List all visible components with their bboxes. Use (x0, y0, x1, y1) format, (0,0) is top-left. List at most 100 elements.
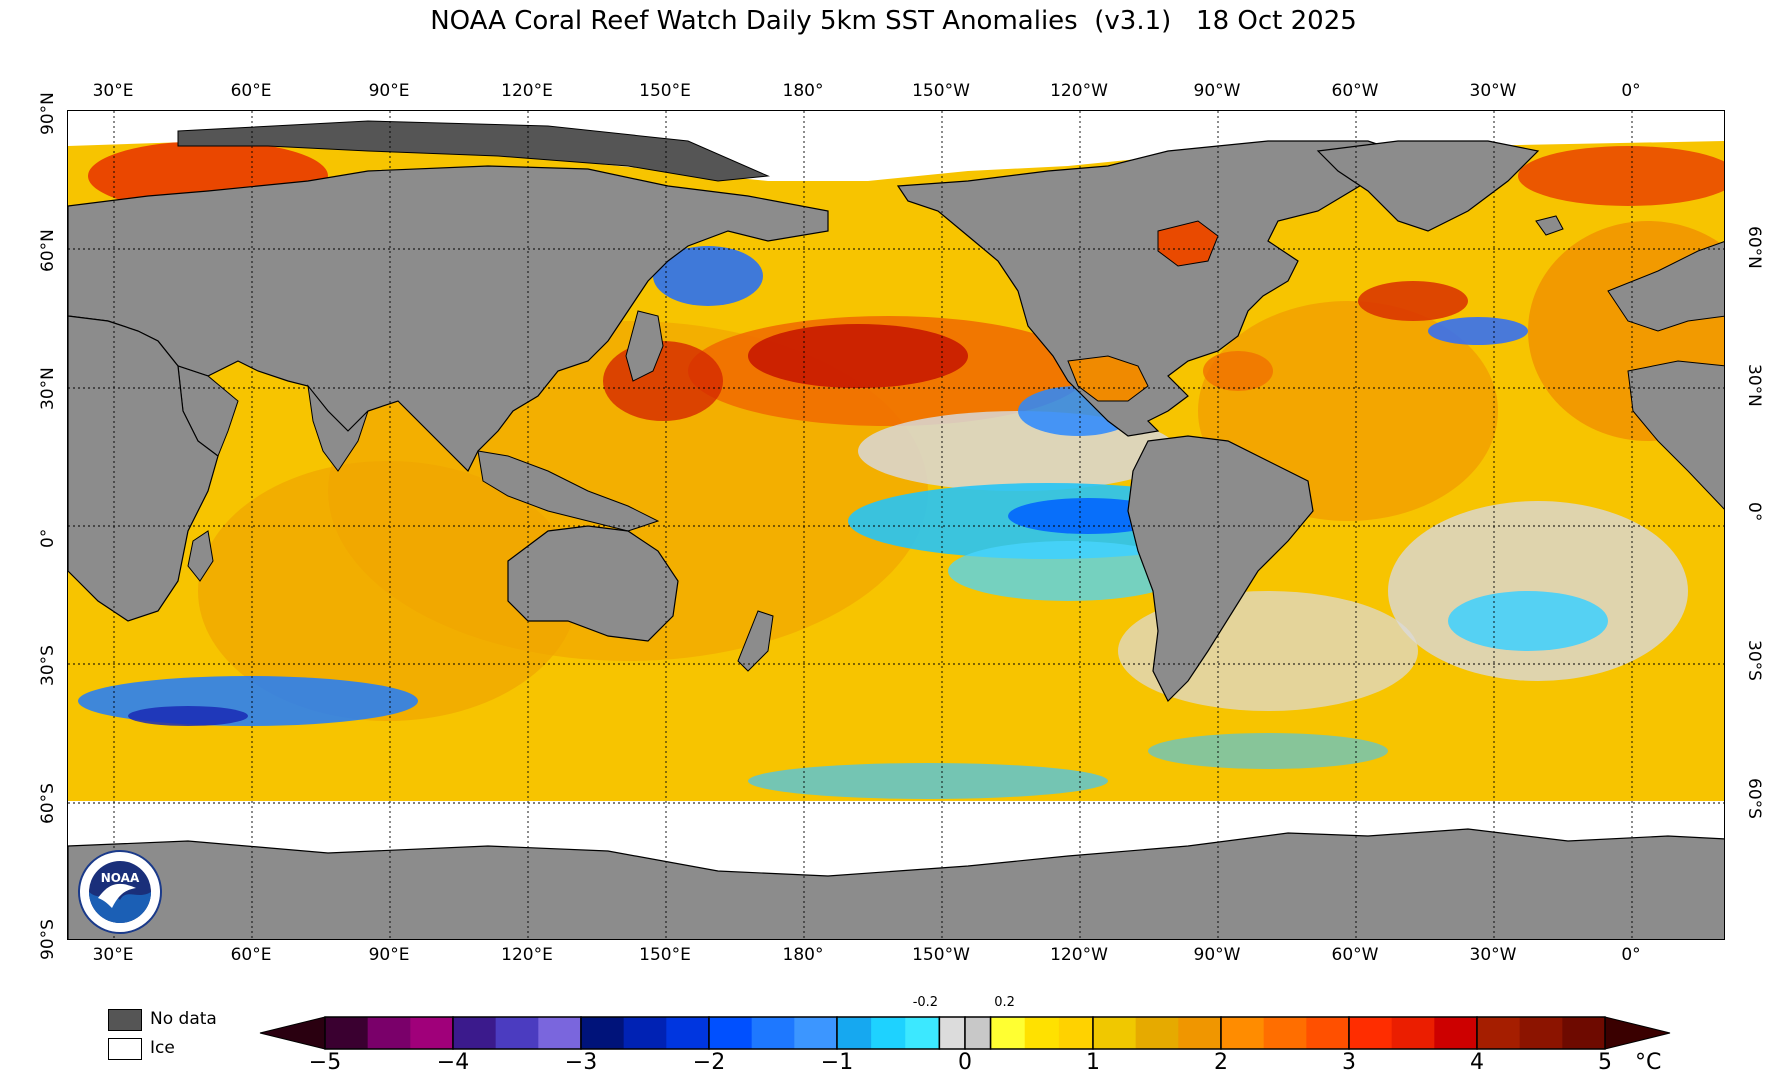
top-lon-label: 60°W (1331, 81, 1379, 101)
left-lat-label: 90°S (38, 919, 58, 960)
colorbar-unit-label: °C (1635, 1050, 1662, 1075)
colorbar-segment (871, 1017, 906, 1049)
africa (68, 315, 219, 622)
right-lat-label: 30°S (1744, 640, 1764, 681)
india (307, 384, 369, 472)
bottom-lon-label: 180° (782, 945, 824, 965)
colorbar-segment (709, 1017, 753, 1049)
right-lat-label: 60°S (1744, 778, 1764, 819)
colorbar (259, 1016, 1671, 1050)
top-lon-label: 90°E (368, 81, 410, 101)
colorbar-small-label: -0.2 (912, 995, 939, 1010)
colorbar-segment (1024, 1017, 1060, 1049)
cold-band-drake-passage (1148, 733, 1388, 769)
colorbar-tick-label: −2 (692, 1050, 726, 1075)
west-africa (1627, 360, 1724, 510)
colorbar-tick-label: −4 (436, 1050, 470, 1075)
colorbar-small-label: 0.2 (994, 995, 1015, 1010)
new-zealand (737, 610, 774, 672)
left-lat-label: 0° (38, 528, 58, 548)
colorbar-segment (1178, 1017, 1222, 1049)
colorbar-segment (1093, 1017, 1137, 1049)
colorbar-tick-label: 4 (1470, 1050, 1484, 1075)
right-lat-label: 0° (1744, 502, 1764, 522)
top-lon-label: 60°E (230, 81, 272, 101)
colorbar-tick-label: −5 (308, 1050, 342, 1075)
colorbar-segment (538, 1017, 582, 1049)
top-lon-label: 0° (1621, 81, 1641, 101)
colorbar-segment (1349, 1017, 1393, 1049)
colorbar-segment (581, 1017, 625, 1049)
colorbar-segment (1306, 1017, 1350, 1049)
bottom-lon-label: 120°W (1050, 945, 1108, 965)
ice-label: Ice (150, 1038, 175, 1058)
colorbar-left-arrow (259, 1016, 326, 1050)
colorbar-segment (1058, 1017, 1094, 1049)
western-europe (1607, 241, 1724, 332)
antarctica (68, 828, 1724, 939)
colorbar-tick-label: 5 (1598, 1050, 1612, 1075)
noaa-logo-icon: NOAA (78, 850, 162, 934)
top-lon-label: 120°W (1050, 81, 1108, 101)
colorbar-right-arrow (1604, 1016, 1671, 1050)
right-lat-label: 30°N (1744, 364, 1764, 407)
left-lat-label: 60°S (38, 783, 58, 824)
bottom-lon-label: 60°W (1331, 945, 1379, 965)
colorbar-tick-label: 2 (1214, 1050, 1228, 1075)
cold-band-southern-indian (78, 676, 418, 726)
top-lon-label: 90°W (1193, 81, 1241, 101)
neutral-zone-south-atlantic (1388, 501, 1688, 681)
warm-spot-gulf-of-mexico (1203, 351, 1273, 391)
colorbar-segment (990, 1017, 1026, 1049)
colorbar-segment (1519, 1017, 1563, 1049)
sst-anomaly-map (67, 110, 1725, 940)
cold-patch-south-equatorial (948, 541, 1188, 601)
colorbar-segment (495, 1017, 539, 1049)
top-lon-label: 150°E (639, 81, 691, 101)
left-lat-label: 30°N (38, 367, 58, 410)
hot-spot-nordic-seas (1518, 146, 1724, 206)
iceland (1535, 215, 1564, 236)
left-lat-label: 30°S (38, 645, 58, 686)
colorbar-segment (1221, 1017, 1265, 1049)
colorbar-segment (1135, 1017, 1179, 1049)
map-canvas (68, 111, 1724, 939)
bottom-lon-label: 30°W (1469, 945, 1517, 965)
colorbar-tick-label: −1 (820, 1050, 854, 1075)
colorbar-segment (410, 1017, 454, 1049)
colorbar-tick-label: 1 (1086, 1050, 1100, 1075)
top-lon-label: 180° (782, 81, 824, 101)
graticule (68, 111, 1724, 939)
colorbar-segment (1263, 1017, 1307, 1049)
colorbar-segment (325, 1017, 369, 1049)
top-lon-label: 30°W (1469, 81, 1517, 101)
colorbar-segment (939, 1017, 966, 1049)
colorbar-segment (837, 1017, 872, 1049)
bottom-lon-label: 120°E (501, 945, 553, 965)
colorbar-tick-label: 0 (958, 1050, 972, 1075)
top-lon-label: 30°E (92, 81, 134, 101)
japan (625, 310, 664, 382)
cold-band-southern-ocean (748, 763, 1108, 799)
left-lat-label: 60°N (38, 229, 58, 272)
svg-text:NOAA: NOAA (101, 871, 140, 885)
cold-patch-okhotsk (653, 246, 763, 306)
south-america (1127, 435, 1314, 703)
colorbar-segment (965, 1017, 992, 1049)
top-lon-label: 150°W (912, 81, 970, 101)
madagascar (187, 530, 214, 582)
arctic-no-data-region (177, 120, 770, 182)
cold-patch-south-atlantic (1448, 591, 1608, 651)
bottom-lon-label: 150°E (639, 945, 691, 965)
hot-spot-gulf-stream (1358, 281, 1468, 321)
colorbar-segment (1477, 1017, 1521, 1049)
colorbar-segment (1434, 1017, 1478, 1049)
top-lon-label: 120°E (501, 81, 553, 101)
colorbar-segment (751, 1017, 795, 1049)
greenland (1316, 140, 1540, 232)
colorbar-segment (1391, 1017, 1435, 1049)
bottom-lon-label: 90°E (368, 945, 410, 965)
gulf-of-mexico (1067, 355, 1149, 402)
colorbar-tick-label: −3 (564, 1050, 598, 1075)
cold-core-southern-indian (128, 706, 248, 726)
